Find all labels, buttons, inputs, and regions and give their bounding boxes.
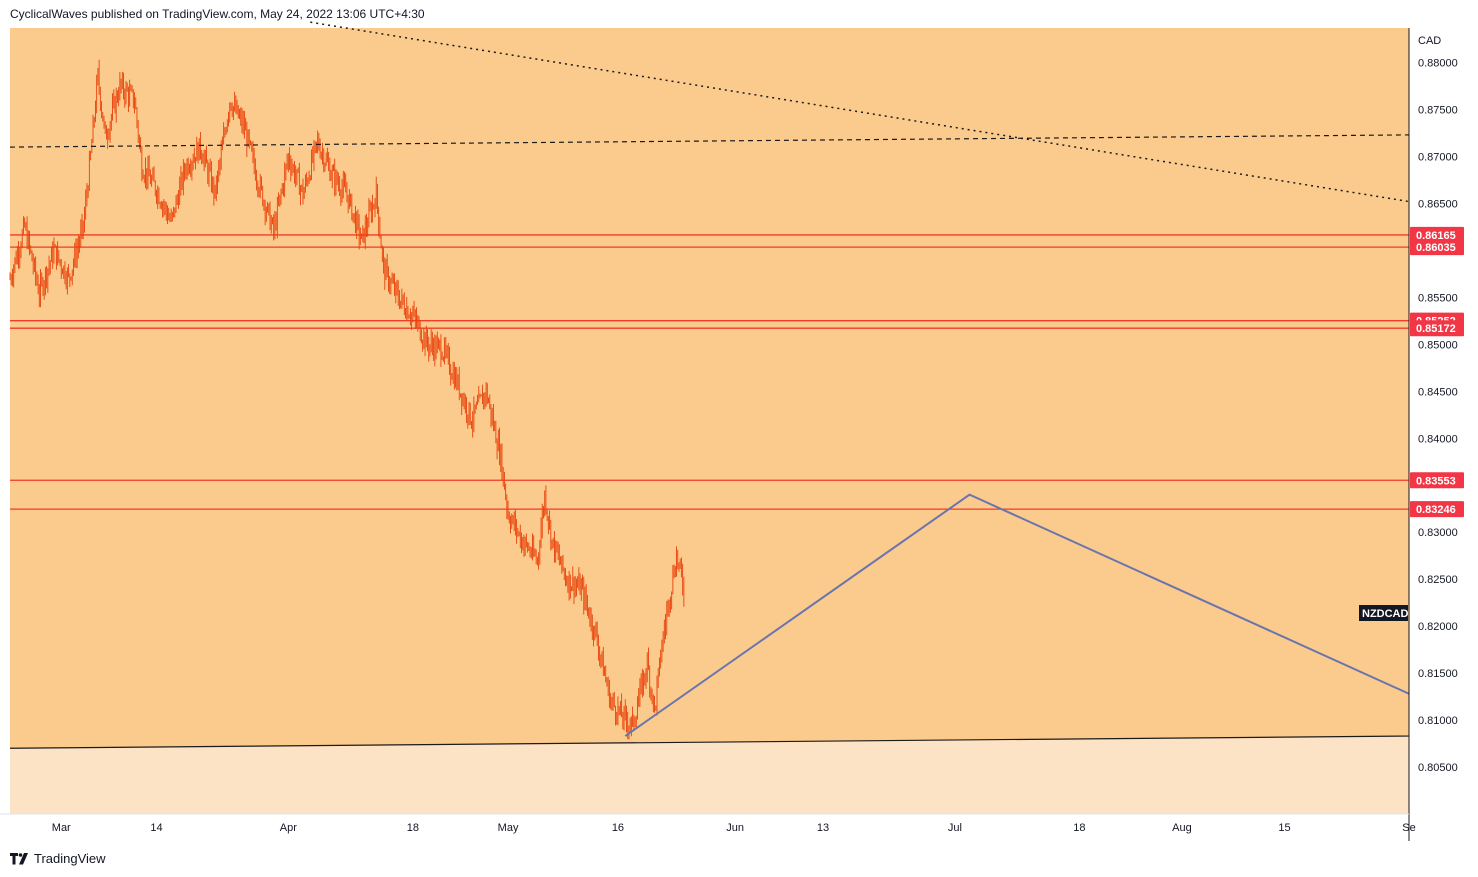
price-badge-label: 0.86035 — [1416, 242, 1456, 254]
y-tick-label: 0.82500 — [1418, 574, 1458, 586]
x-tick-label: 13 — [817, 822, 829, 834]
x-tick-label: 18 — [1073, 822, 1085, 834]
price-badge — [1410, 226, 1464, 243]
x-tick-label: 18 — [407, 822, 419, 834]
y-tick-label: 0.88000 — [1418, 58, 1458, 70]
y-tick-label: 0.85000 — [1418, 339, 1458, 351]
y-tick-label: 0.85500 — [1418, 292, 1458, 304]
plot-area[interactable] — [10, 28, 1409, 814]
currency-label: CAD — [1418, 35, 1441, 47]
x-axis-ticks: Mar 14 Apr 18 May 16 Jun 13 Jul 18 Aug 15 Se — [52, 822, 1416, 834]
y-tick-label: 0.80500 — [1418, 762, 1458, 774]
y-tick-label: 0.84000 — [1418, 433, 1458, 445]
symbol-badge-background — [1359, 605, 1408, 621]
x-tick-label: May — [498, 822, 519, 834]
y-tick-label: 0.81000 — [1418, 715, 1458, 727]
trend-line-solid — [9, 735, 1410, 749]
price-badge — [1410, 239, 1464, 256]
x-tick-label: Se — [1402, 822, 1415, 834]
price-badge — [1410, 501, 1464, 518]
candles — [9, 59, 685, 740]
horizontal-levels[interactable] — [10, 234, 1409, 510]
trend-line-dashed — [9, 134, 1410, 148]
x-tick-label: Jul — [948, 822, 962, 834]
price-badge-label: 0.86165 — [1416, 230, 1456, 242]
publisher-header: CyclicalWaves published on TradingView.c… — [10, 7, 425, 21]
y-tick-label: 0.87000 — [1418, 151, 1458, 163]
lower-band — [10, 736, 1409, 814]
x-tick-label: Jun — [726, 822, 744, 834]
y-tick-label: 0.84500 — [1418, 386, 1458, 398]
price-badge-label: 0.85172 — [1416, 323, 1456, 335]
symbol-badge: NZDCAD — [1359, 605, 1408, 621]
price-badge — [1410, 472, 1464, 489]
price-badge-label: 0.83553 — [1416, 475, 1456, 487]
y-tick-label: 0.81500 — [1418, 668, 1458, 680]
x-tick-label: 15 — [1278, 822, 1290, 834]
y-tick-label: 0.86500 — [1418, 198, 1458, 210]
trend-lines[interactable] — [9, 21, 1410, 749]
price-badge — [1410, 320, 1464, 337]
projection-path — [624, 493, 1410, 737]
y-axis-ticks: 0.88000 0.87500 0.87000 0.86500 0.85500 0.850… — [1418, 58, 1458, 774]
x-tick-label: 14 — [150, 822, 162, 834]
axes: CAD — [0, 28, 1441, 841]
price-badges: 0.861650.860350.852520.851720.835530.832… — [1410, 226, 1464, 518]
footer-brand-label: TradingView — [34, 851, 106, 866]
x-tick-label: Apr — [280, 822, 297, 834]
x-tick-label: Aug — [1172, 822, 1192, 834]
footer-brand[interactable]: TradingView — [10, 851, 106, 866]
symbol-label: NZDCAD — [1362, 608, 1408, 620]
price-badge-label: 0.83246 — [1416, 504, 1456, 516]
x-tick-label: 16 — [612, 822, 624, 834]
plot-background — [10, 28, 1409, 814]
y-tick-label: 0.83000 — [1418, 527, 1458, 539]
y-tick-label: 0.82000 — [1418, 621, 1458, 633]
y-tick-label: 0.87500 — [1418, 105, 1458, 117]
tradingview-logo-icon — [10, 852, 28, 864]
x-tick-label: Mar — [52, 822, 71, 834]
